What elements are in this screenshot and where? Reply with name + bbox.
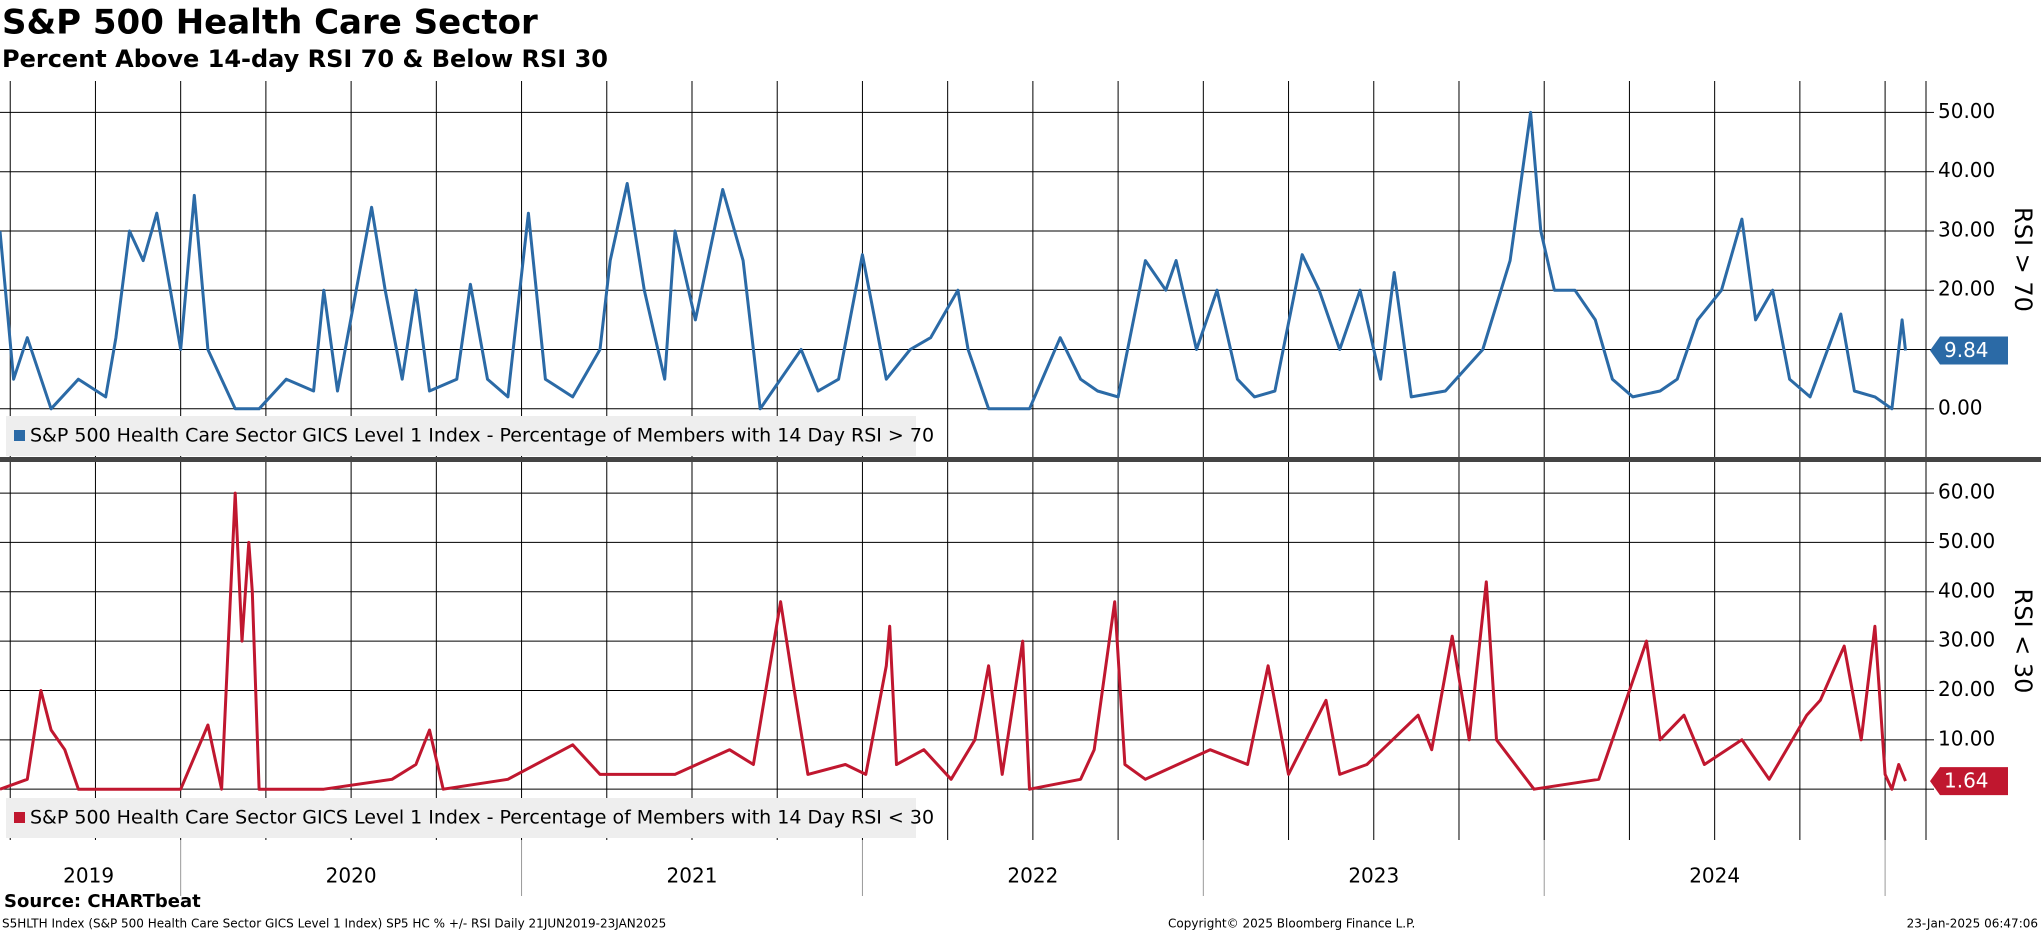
series-line bbox=[0, 110, 1907, 411]
y-tick-label: 20.00 bbox=[1938, 677, 1995, 701]
footer: S5HLTH Index (S&P 500 Health Care Sector… bbox=[2, 917, 666, 931]
last-value-label: 9.84 bbox=[1944, 338, 1989, 362]
last-value-badge bbox=[1930, 336, 2008, 365]
legend-box bbox=[6, 416, 916, 456]
x-tick-label: 2020 bbox=[326, 864, 377, 888]
legend-swatch bbox=[14, 430, 25, 441]
y-tick-label: 0.00 bbox=[1938, 395, 1983, 419]
x-tick-label: 2023 bbox=[1348, 864, 1399, 888]
y-tick-label: 50.00 bbox=[1938, 529, 1995, 553]
x-tick-label: 2019 bbox=[63, 864, 114, 888]
last-value-label: 1.64 bbox=[1944, 769, 1989, 793]
x-tick-label: 2021 bbox=[667, 864, 718, 888]
chart-title: S&P 500 Health Care Sector bbox=[2, 3, 538, 43]
y-axis-label: RSI < 30 bbox=[2009, 589, 2037, 694]
y-tick-label: 30.00 bbox=[1938, 628, 1995, 652]
legend-label: S&P 500 Health Care Sector GICS Level 1 … bbox=[30, 807, 934, 829]
y-tick-label: 60.00 bbox=[1938, 480, 1995, 504]
x-tick-label: 2024 bbox=[1689, 864, 1740, 888]
panel-separator bbox=[0, 457, 2041, 462]
y-tick-label: 30.00 bbox=[1938, 217, 1995, 241]
x-tick-label: 2022 bbox=[1007, 864, 1058, 888]
timestamp: 23-Jan-2025 06:47:06 bbox=[1907, 917, 2038, 931]
legend-box bbox=[6, 798, 916, 838]
copyright: Copyright© 2025 Bloomberg Finance L.P. bbox=[1168, 917, 1415, 931]
last-value-badge bbox=[1930, 767, 2008, 796]
legend-label: S&P 500 Health Care Sector GICS Level 1 … bbox=[30, 425, 934, 447]
y-tick-label: 40.00 bbox=[1938, 578, 1995, 602]
chart-subtitle: Percent Above 14-day RSI 70 & Below RSI … bbox=[2, 45, 608, 73]
series-line bbox=[0, 491, 1907, 791]
source: Source: CHARTbeat bbox=[4, 891, 201, 912]
y-tick-label: 10.00 bbox=[1938, 726, 1995, 750]
legend-swatch bbox=[14, 812, 25, 823]
y-tick-label: 20.00 bbox=[1938, 277, 1995, 301]
y-tick-label: 40.00 bbox=[1938, 158, 1995, 182]
y-tick-label: 50.00 bbox=[1938, 99, 1995, 123]
y-axis-label: RSI > 70 bbox=[2009, 207, 2037, 312]
